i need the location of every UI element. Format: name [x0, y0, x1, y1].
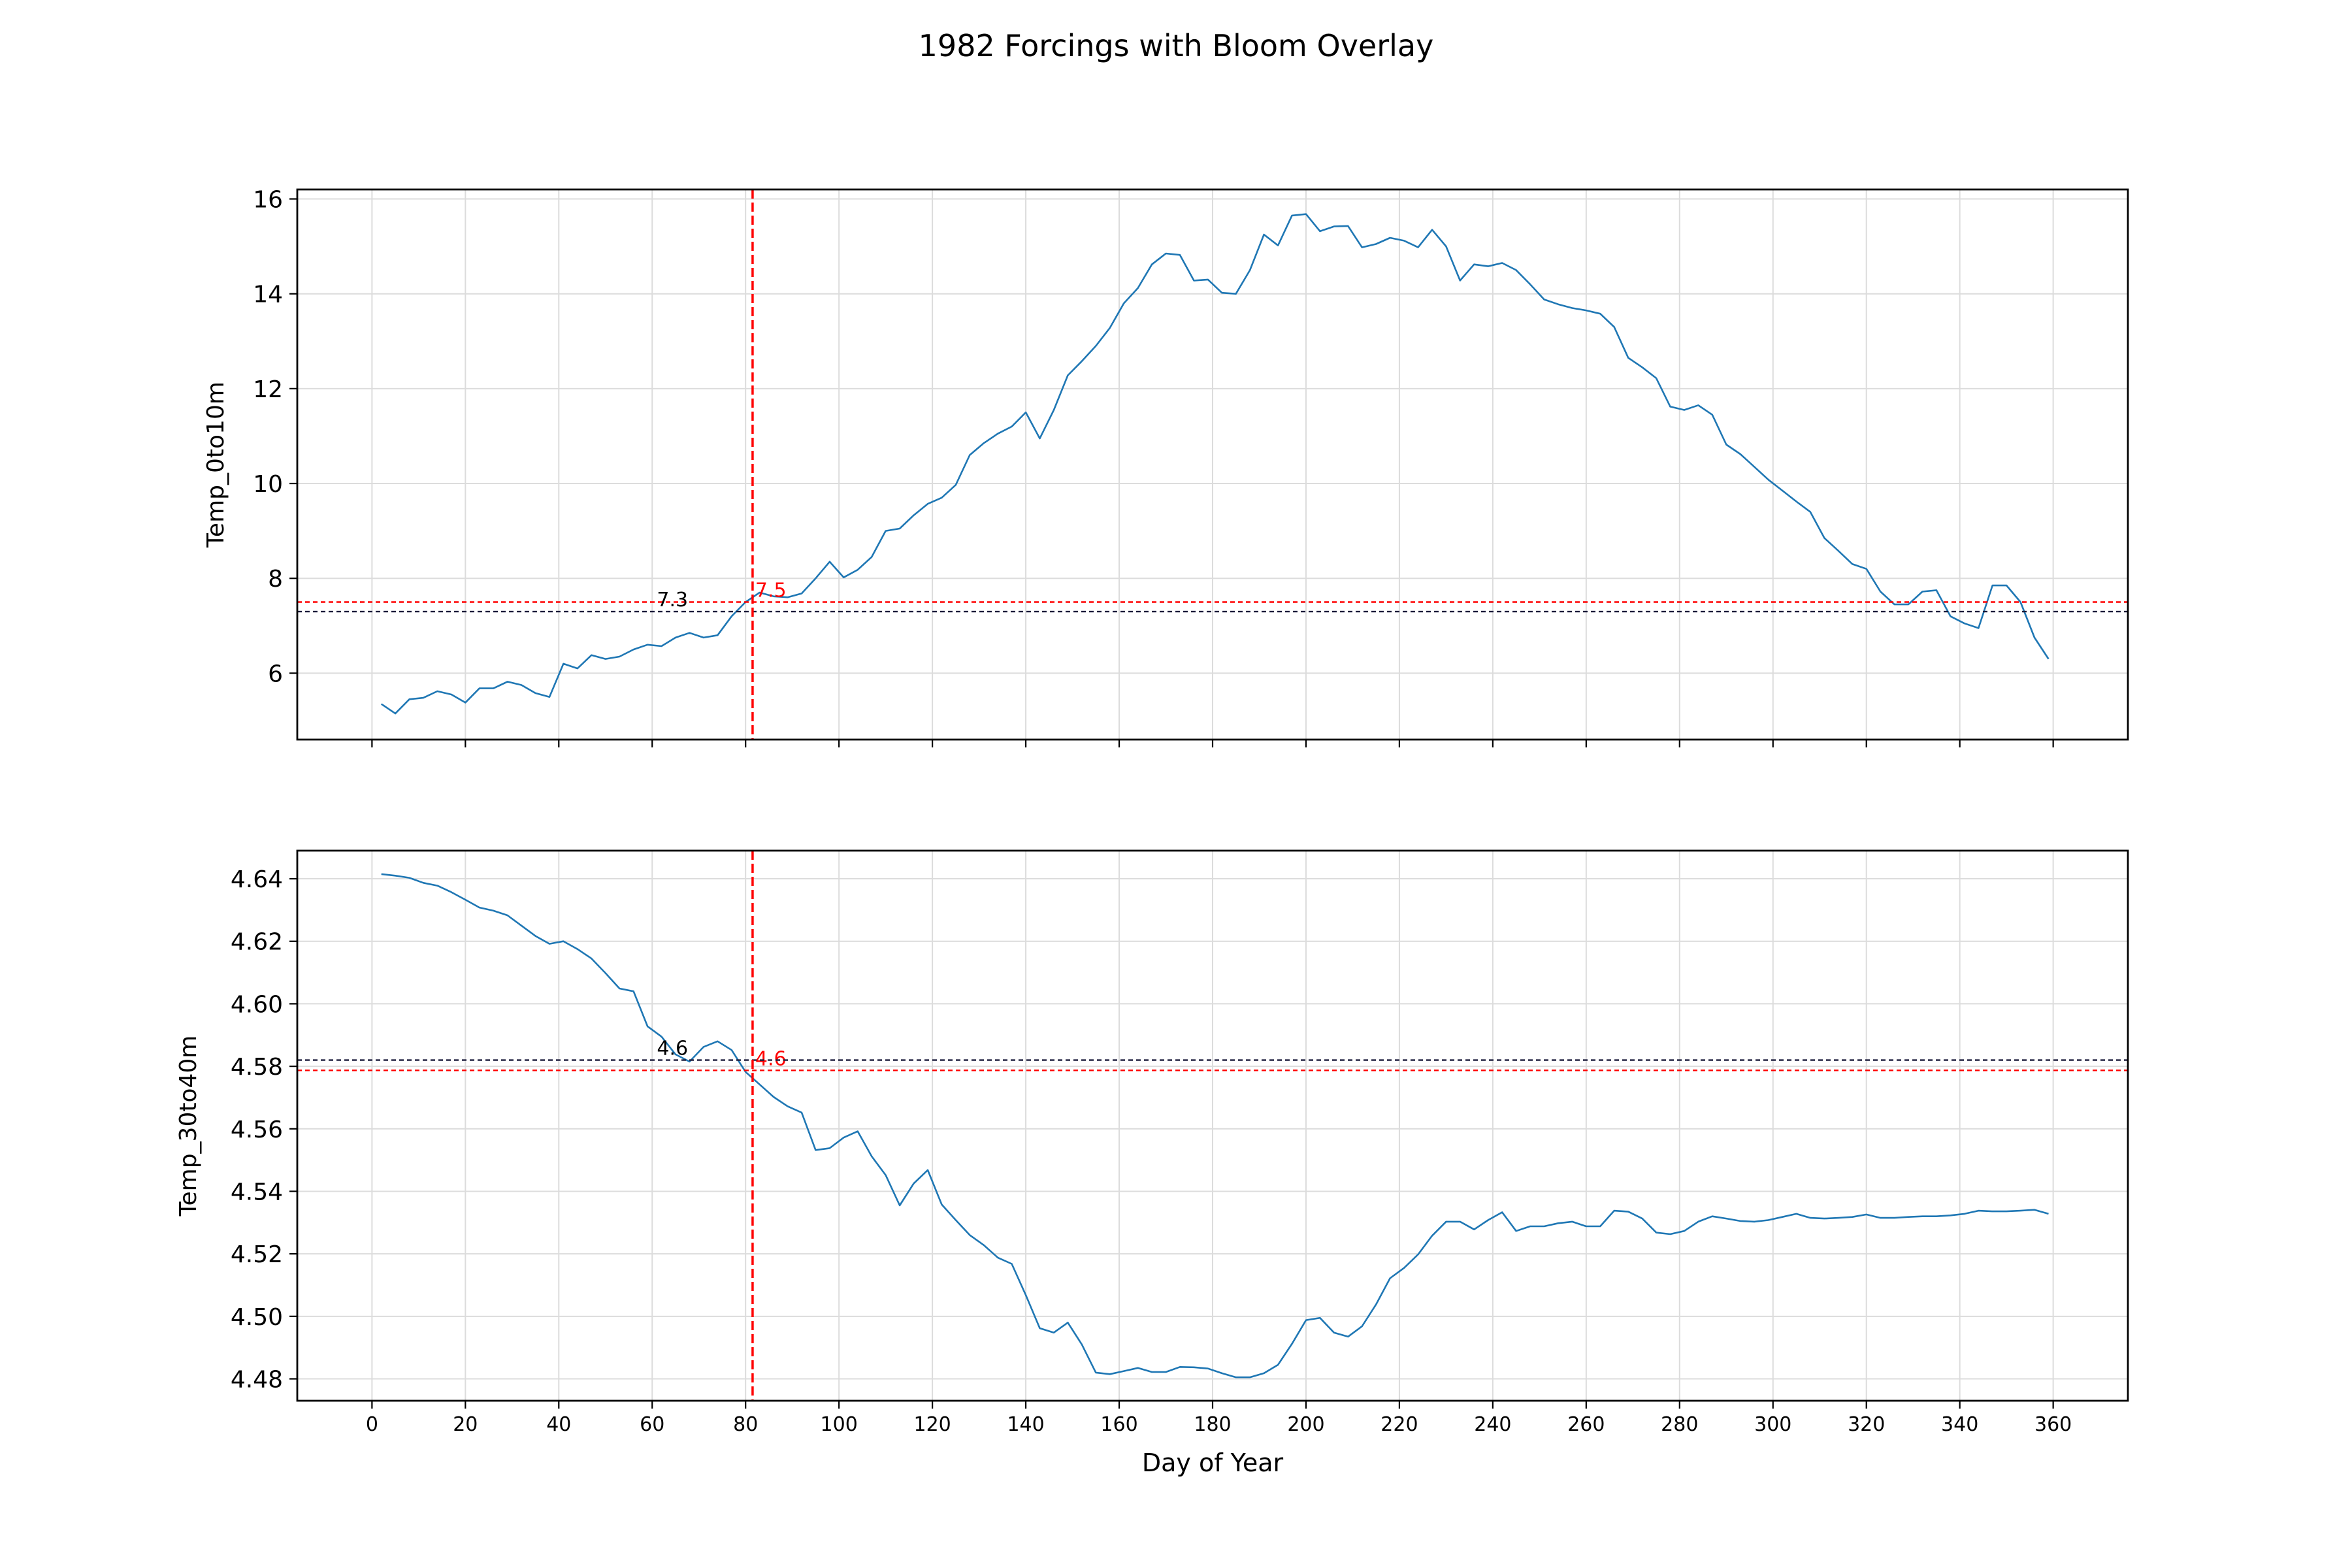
- x-tick-label: 220: [1380, 1413, 1418, 1436]
- x-tick-label: 80: [733, 1413, 758, 1436]
- y-tick-label: 4.52: [231, 1241, 283, 1268]
- x-tick-label: 200: [1287, 1413, 1324, 1436]
- y-tick-label: 4.58: [231, 1054, 283, 1081]
- y-tick-label: 4.48: [231, 1367, 283, 1394]
- top-panel-temp-0to10m: 7.5 7.3 6 8 10 12 14 16 Temp_0to10m: [203, 187, 2129, 747]
- figure-title: 1982 Forcings with Bloom Overlay: [919, 28, 1434, 63]
- x-tick-label: 360: [2034, 1413, 2072, 1436]
- y-tick-label: 4.54: [231, 1179, 283, 1205]
- y-axis-label: Temp_30to40m: [175, 1036, 202, 1217]
- threshold-label-red: 7.5: [755, 580, 787, 602]
- y-tick-label: 4.62: [231, 929, 283, 956]
- x-tick-label: 280: [1661, 1413, 1698, 1436]
- threshold-label-dark: 7.3: [657, 589, 688, 612]
- x-axis-label: Day of Year: [1142, 1448, 1284, 1477]
- threshold-label-dark: 4.6: [657, 1037, 688, 1060]
- y-tick-label: 12: [253, 376, 283, 403]
- x-tick-label: 100: [821, 1413, 858, 1436]
- x-tick-label: 180: [1194, 1413, 1231, 1436]
- x-tick-label: 120: [913, 1413, 951, 1436]
- y-tick-label: 6: [268, 661, 283, 687]
- y-tick-label: 4.56: [231, 1117, 283, 1143]
- threshold-label-red: 4.6: [755, 1047, 787, 1070]
- x-tick-label: 60: [640, 1413, 664, 1436]
- y-tick-label: 8: [268, 566, 283, 593]
- y-tick-label: 14: [253, 282, 283, 308]
- x-tick-label: 20: [453, 1413, 478, 1436]
- y-tick-label: 4.60: [231, 991, 283, 1018]
- x-tick-label: 320: [1848, 1413, 1885, 1436]
- x-tick-label: 40: [546, 1413, 571, 1436]
- x-tick-label: 300: [1754, 1413, 1791, 1436]
- x-tick-label: 0: [366, 1413, 378, 1436]
- y-tick-label: 4.64: [231, 866, 283, 893]
- y-tick-label: 16: [253, 187, 283, 214]
- series-line: [380, 213, 2050, 715]
- bottom-panel-temp-30to40m: 4.64.60 20 40 60 80 100 120 140 160 180 200 220 240 2…: [175, 849, 2129, 1477]
- x-tick-label: 240: [1474, 1413, 1511, 1436]
- x-tick-label: 160: [1100, 1413, 1137, 1436]
- y-tick-label: 4.50: [231, 1304, 283, 1331]
- series-line: [381, 873, 2049, 1379]
- x-tick-label: 140: [1007, 1413, 1044, 1436]
- x-tick-label: 260: [1567, 1413, 1605, 1436]
- x-tick-label: 340: [1941, 1413, 1978, 1436]
- y-tick-label: 10: [253, 471, 283, 498]
- y-axis-label: Temp_0to10m: [203, 382, 229, 548]
